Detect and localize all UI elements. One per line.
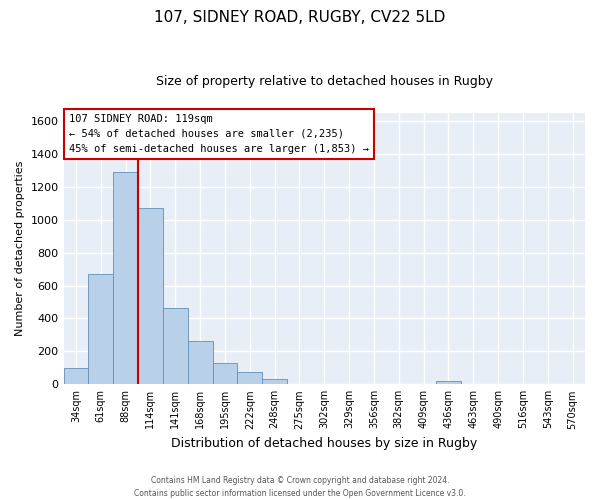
Text: 107, SIDNEY ROAD, RUGBY, CV22 5LD: 107, SIDNEY ROAD, RUGBY, CV22 5LD — [154, 10, 446, 25]
Bar — [262, 380, 287, 384]
Y-axis label: Number of detached properties: Number of detached properties — [15, 161, 25, 336]
Title: Size of property relative to detached houses in Rugby: Size of property relative to detached ho… — [156, 75, 493, 88]
Bar — [163, 308, 188, 384]
Bar — [88, 274, 113, 384]
Text: Contains HM Land Registry data © Crown copyright and database right 2024.
Contai: Contains HM Land Registry data © Crown c… — [134, 476, 466, 498]
Bar — [113, 172, 138, 384]
Bar — [238, 372, 262, 384]
Bar — [138, 208, 163, 384]
X-axis label: Distribution of detached houses by size in Rugby: Distribution of detached houses by size … — [171, 437, 478, 450]
Bar — [188, 340, 212, 384]
Bar — [212, 363, 238, 384]
Bar — [64, 368, 88, 384]
Bar — [436, 381, 461, 384]
Text: 107 SIDNEY ROAD: 119sqm
← 54% of detached houses are smaller (2,235)
45% of semi: 107 SIDNEY ROAD: 119sqm ← 54% of detache… — [69, 114, 369, 154]
